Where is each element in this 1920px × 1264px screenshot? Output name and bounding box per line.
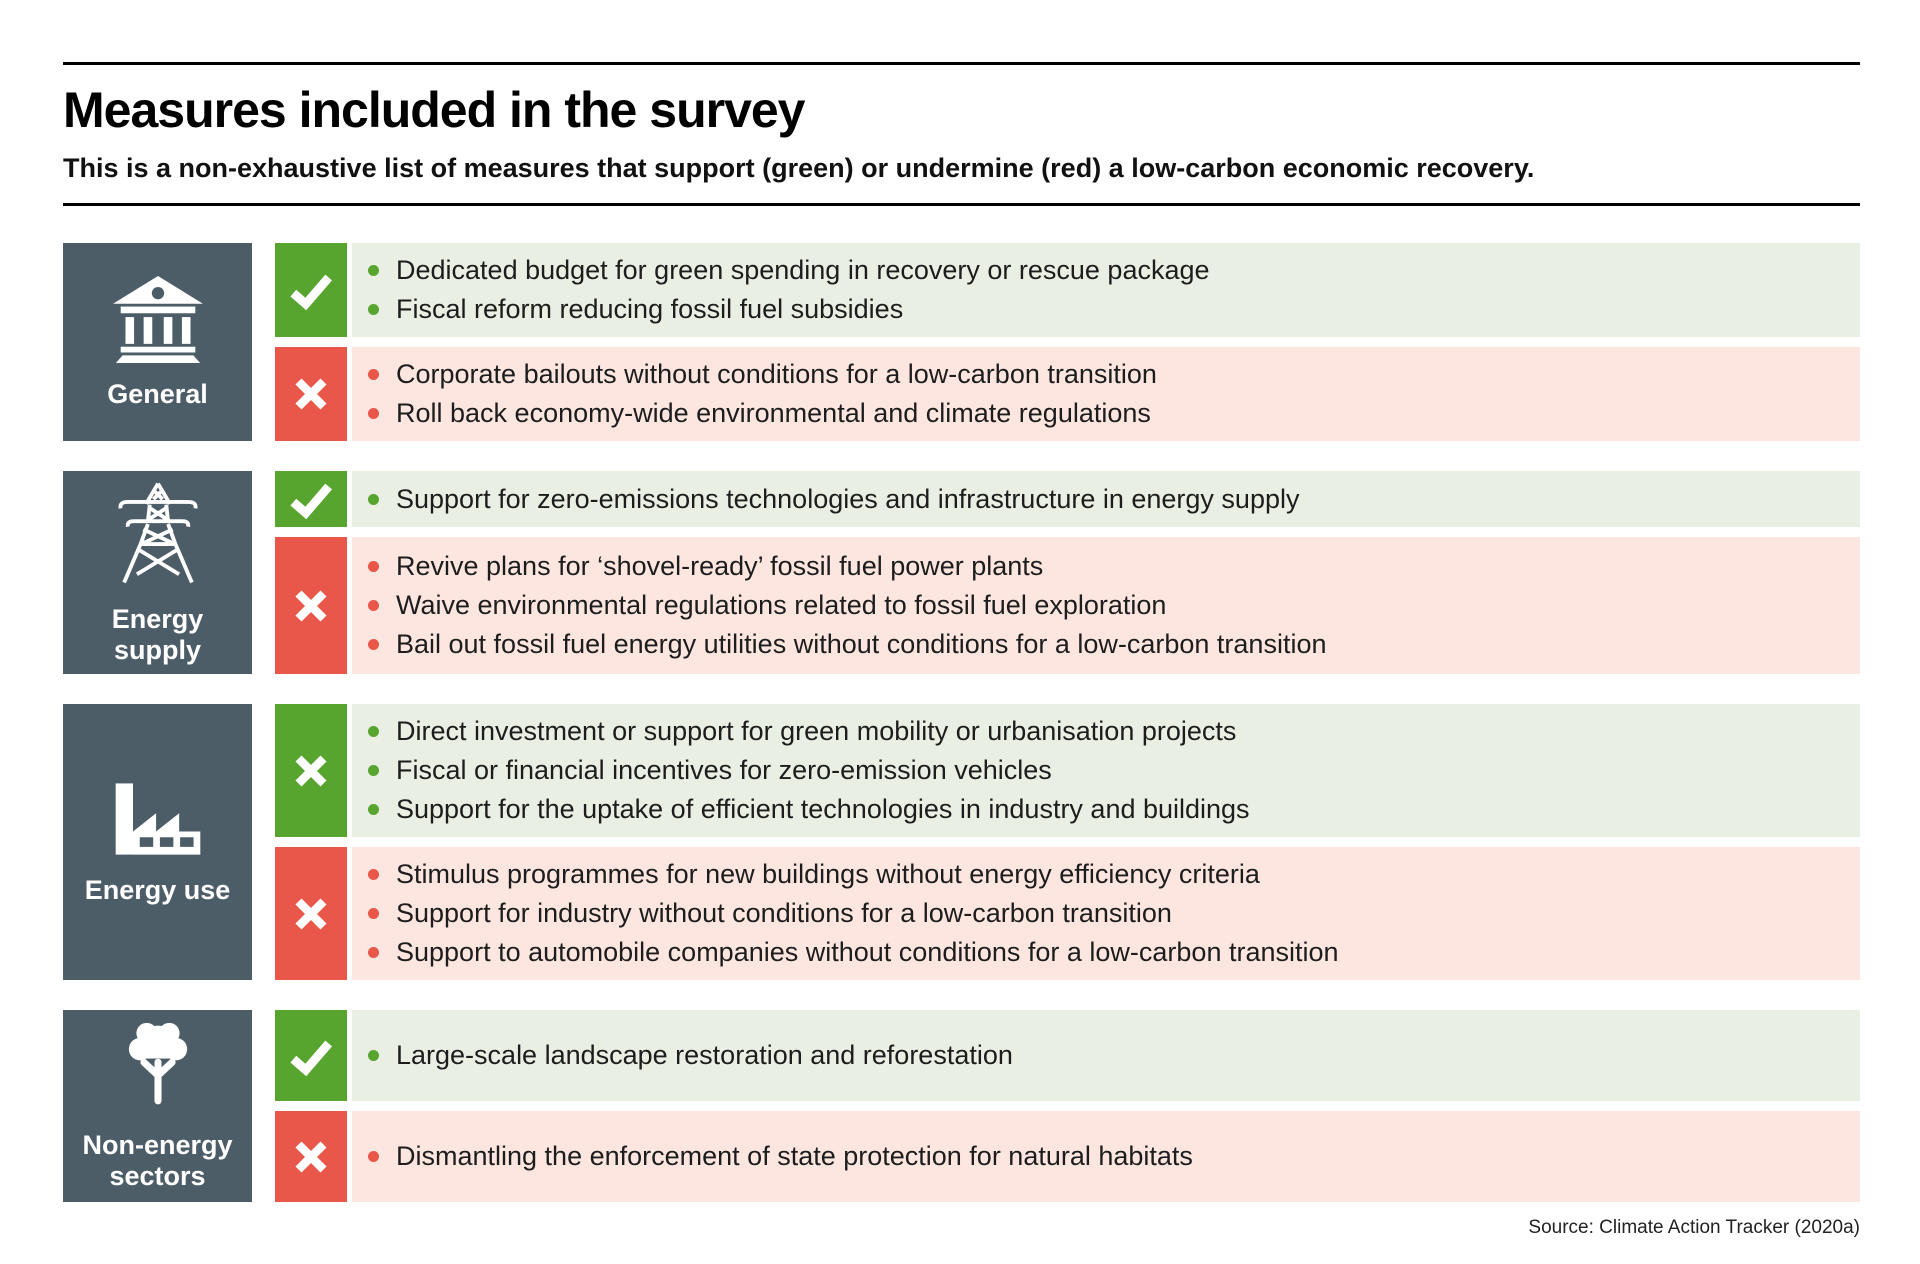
measure-item: Revive plans for ‘shovel-ready’ fossil f… [352,547,1326,586]
check-icon [290,274,333,311]
infographic-page: Measures included in the survey This is … [63,0,1860,1240]
section-non-energy-sectors: Non-energy sectors Large-scale landscape … [63,1010,1860,1202]
measure-item: Fiscal or financial incentives for zero-… [352,751,1250,790]
measure-list-panel: Large-scale landscape restoration and re… [352,1010,1860,1101]
measure-list-panel: Support for zero-emissions technologies … [352,471,1860,527]
cross-icon [295,1140,327,1173]
support-row: Direct investment or support for green m… [275,704,1860,837]
measure-rows: Direct investment or support for green m… [275,704,1860,980]
measure-list: Stimulus programmes for new buildings wi… [352,855,1339,972]
check-badge [275,1010,347,1101]
measure-item: Waive environmental regulations related … [352,586,1326,625]
category-tile-energy-supply: Energy supply [63,471,252,674]
top-divider [63,62,1860,65]
category-tile-energy-use: Energy use [63,704,252,980]
measure-rows: Large-scale landscape restoration and re… [275,1010,1860,1202]
category-label: Non-energy sectors [82,1130,233,1191]
cross-icon [295,378,327,410]
check-icon [290,483,333,520]
measure-list: Corporate bailouts without conditions fo… [352,355,1157,433]
category-tile-non-energy-sectors: Non-energy sectors [63,1010,252,1202]
measure-item: Fiscal reform reducing fossil fuel subsi… [352,290,1210,329]
measure-list: Support for zero-emissions technologies … [352,480,1299,519]
cross-icon [295,589,327,622]
measure-item: Corporate bailouts without conditions fo… [352,355,1157,394]
measure-rows: Support for zero-emissions technologies … [275,471,1860,674]
measure-item: Large-scale landscape restoration and re… [352,1036,1013,1075]
cross-badge [275,347,347,441]
source-credit: Source: Climate Action Tracker (2020a) [1528,1217,1860,1238]
undermine-row: Revive plans for ‘shovel-ready’ fossil f… [275,537,1860,674]
category-tile-general: General [63,243,252,441]
undermine-row: Corporate bailouts without conditions fo… [275,347,1860,441]
category-label: Energy use [84,874,231,905]
measure-list-panel: Corporate bailouts without conditions fo… [352,347,1860,441]
measure-list: Large-scale landscape restoration and re… [352,1036,1013,1075]
measure-rows: Dedicated budget for green spending in r… [275,243,1860,441]
measure-item: Roll back economy-wide environmental and… [352,394,1157,433]
check-badge [275,243,347,337]
check-badge [275,471,347,527]
pylon-icon [118,482,197,583]
measure-list: Revive plans for ‘shovel-ready’ fossil f… [352,547,1326,664]
measure-list-panel: Direct investment or support for green m… [352,704,1860,837]
measure-item: Direct investment or support for green m… [352,712,1250,751]
measure-list-panel: Dedicated budget for green spending in r… [352,243,1860,337]
undermine-row: Dismantling the enforcement of state pro… [275,1111,1860,1202]
section-energy-supply: Energy supply Support for zero-emissions … [63,471,1860,674]
tree-icon [128,1022,187,1105]
bank-icon [112,275,203,363]
support-row: Dedicated budget for green spending in r… [275,243,1860,337]
cross-badge [275,537,347,674]
measure-item: Dismantling the enforcement of state pro… [352,1137,1193,1176]
measure-list: Dismantling the enforcement of state pro… [352,1137,1193,1176]
measure-sections: General Dedicated budget for green spendi… [63,243,1860,1202]
page-title: Measures included in the survey [63,82,806,138]
measure-item: Support for industry without conditions … [352,894,1339,933]
cross-icon [295,897,327,930]
category-label: General [107,378,208,409]
undermine-row: Stimulus programmes for new buildings wi… [275,847,1860,980]
measure-item: Bail out fossil fuel energy utilities wi… [352,625,1326,664]
support-row: Support for zero-emissions technologies … [275,471,1860,527]
measure-list-panel: Revive plans for ‘shovel-ready’ fossil f… [352,537,1860,674]
measure-list: Direct investment or support for green m… [352,712,1250,829]
cross-badge [275,704,347,837]
page-subtitle: This is a non-exhaustive list of measure… [63,153,1535,183]
factory-icon [115,782,200,855]
measure-list-panel: Stimulus programmes for new buildings wi… [352,847,1860,980]
check-icon [290,1040,333,1076]
measure-list: Dedicated budget for green spending in r… [352,251,1210,329]
cross-badge [275,847,347,980]
measure-item: Dedicated budget for green spending in r… [352,251,1210,290]
measure-list-panel: Dismantling the enforcement of state pro… [352,1111,1860,1202]
category-label: Energy supply [111,603,204,665]
cross-badge [275,1111,347,1202]
header-divider [63,203,1860,206]
measure-item: Support to automobile companies without … [352,933,1339,972]
measure-item: Stimulus programmes for new buildings wi… [352,855,1339,894]
section-energy-use: Energy use Direct investment or support f… [63,704,1860,980]
section-general: General Dedicated budget for green spendi… [63,243,1860,441]
measure-item: Support for the uptake of efficient tech… [352,790,1250,829]
support-row: Large-scale landscape restoration and re… [275,1010,1860,1101]
cross-icon [295,754,327,787]
measure-item: Support for zero-emissions technologies … [352,480,1299,519]
